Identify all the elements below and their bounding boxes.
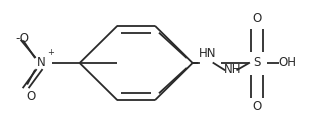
Text: S: S bbox=[253, 56, 261, 70]
Text: NH: NH bbox=[224, 63, 242, 76]
Text: +: + bbox=[47, 48, 54, 57]
Text: N: N bbox=[37, 56, 45, 70]
Text: HN: HN bbox=[199, 47, 216, 60]
Text: -O: -O bbox=[15, 32, 29, 45]
Text: O: O bbox=[27, 90, 36, 103]
Text: O: O bbox=[252, 100, 262, 114]
Text: O: O bbox=[252, 12, 262, 26]
Text: OH: OH bbox=[278, 56, 296, 70]
